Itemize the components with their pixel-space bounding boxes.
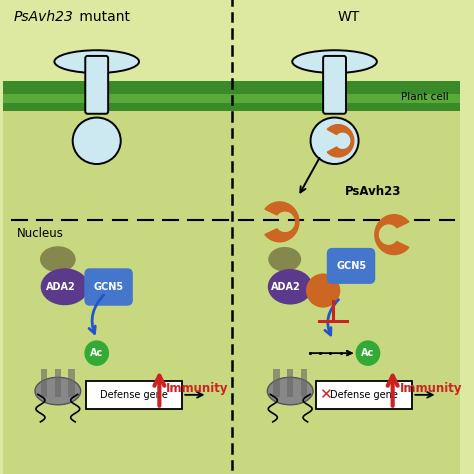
Bar (3, 94, 460, 103)
Ellipse shape (292, 50, 377, 73)
Circle shape (356, 340, 380, 366)
Bar (41, 369, 47, 397)
Text: Ac: Ac (90, 348, 103, 358)
Text: GCN5: GCN5 (337, 261, 366, 271)
Bar (287, 369, 293, 397)
Bar (316, 381, 412, 409)
Text: Immunity: Immunity (400, 382, 462, 395)
Ellipse shape (306, 273, 340, 308)
Bar (301, 369, 307, 397)
Text: ADA2: ADA2 (46, 282, 76, 292)
Bar (273, 369, 280, 397)
Bar (55, 369, 61, 397)
Ellipse shape (268, 247, 301, 272)
Ellipse shape (55, 50, 139, 73)
Text: PsAvh23: PsAvh23 (345, 185, 401, 199)
Text: ✕: ✕ (319, 387, 332, 402)
Ellipse shape (310, 118, 359, 164)
Text: Defense gene: Defense gene (330, 390, 398, 400)
Bar (68, 369, 75, 397)
Text: mutant: mutant (75, 10, 130, 25)
Text: Plant cell: Plant cell (401, 92, 449, 102)
Ellipse shape (73, 118, 121, 164)
FancyBboxPatch shape (323, 56, 346, 114)
FancyBboxPatch shape (327, 248, 375, 284)
Ellipse shape (268, 269, 313, 305)
Text: ADA2: ADA2 (271, 282, 301, 292)
Text: GCN5: GCN5 (94, 282, 124, 292)
Ellipse shape (41, 268, 89, 305)
Ellipse shape (40, 246, 76, 272)
Text: PsAvh23: PsAvh23 (14, 10, 74, 25)
Circle shape (84, 340, 109, 366)
FancyBboxPatch shape (84, 268, 133, 306)
Text: Ac: Ac (361, 348, 374, 358)
Polygon shape (375, 215, 409, 255)
Bar (3, 0, 460, 100)
Text: Nucleus: Nucleus (17, 227, 64, 239)
Bar (86, 381, 182, 409)
Bar (3, 100, 460, 474)
Text: WT: WT (337, 10, 359, 25)
Ellipse shape (35, 377, 81, 405)
Ellipse shape (267, 377, 313, 405)
Bar (3, 81, 460, 111)
Text: Immunity: Immunity (166, 382, 229, 395)
Text: Defense gene: Defense gene (100, 390, 168, 400)
FancyBboxPatch shape (85, 56, 108, 114)
Polygon shape (265, 202, 299, 242)
Polygon shape (327, 125, 354, 157)
